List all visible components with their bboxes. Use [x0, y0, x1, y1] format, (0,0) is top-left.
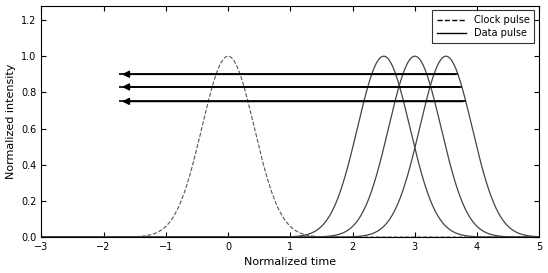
Legend: Clock pulse, Data pulse: Clock pulse, Data pulse — [432, 10, 534, 43]
X-axis label: Normalized time: Normalized time — [244, 257, 336, 268]
Y-axis label: Normalized intensity: Normalized intensity — [5, 64, 15, 179]
